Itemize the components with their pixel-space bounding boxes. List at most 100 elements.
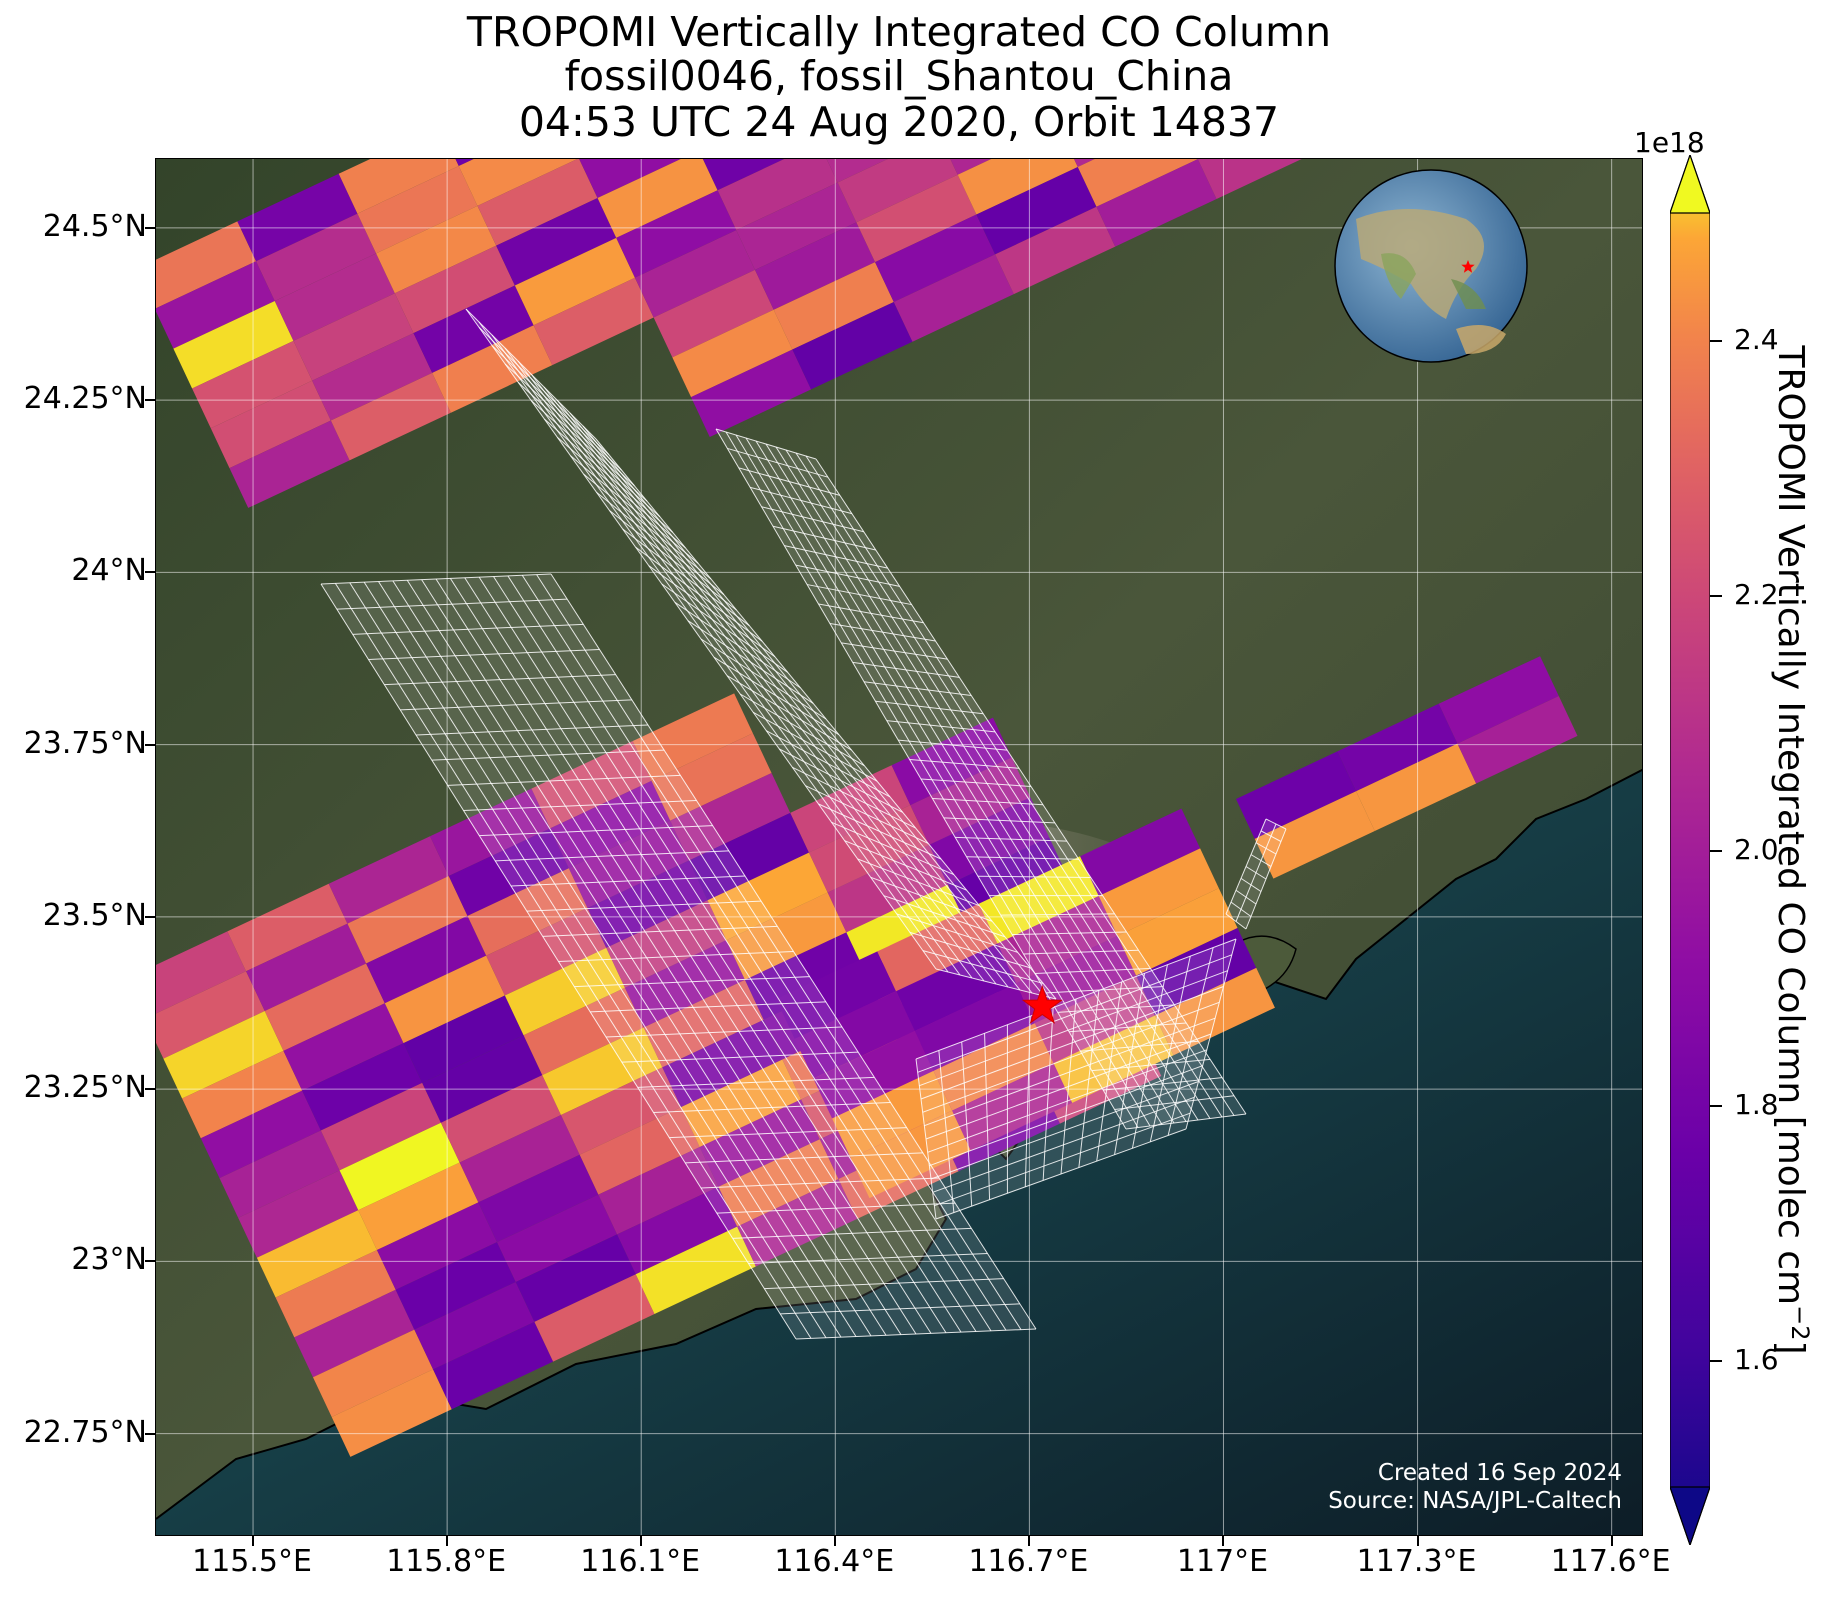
globe-site-marker [1461,260,1475,273]
co-pixel [542,1027,663,1115]
co-pixel [395,1242,516,1330]
lat-tick-mark [145,571,155,574]
co-pixel [533,277,654,366]
co-pixel [210,380,331,469]
co-pixel [670,773,791,861]
colorbar-tick-mark [1710,595,1722,598]
co-pixel [275,1249,396,1338]
colorbar-title: TROPOMI Vertically Integrated CO Column … [1770,200,1820,1500]
colorbar-exponent: 1e18 [1634,126,1705,159]
lon-tick-label: 117°E [1176,1544,1269,1579]
lat-tick-label: 23.5°N [42,897,147,933]
co-pixel [947,837,1068,925]
lon-tick-mark [1610,1536,1613,1546]
colorbar [1670,155,1710,1545]
co-pixel [156,931,247,1014]
co-pixel [523,987,644,1076]
sea-area [156,770,1642,1535]
lon-tick-mark [640,1536,643,1546]
co-pixel [1074,159,1095,167]
co-pixel [773,262,894,350]
co-pixel [808,805,930,893]
map-panel[interactable]: Created 16 Sep 2024 Source: NASA/JPL-Cal… [155,158,1643,1536]
co-pixel [957,159,1078,215]
lat-tick-label: 24.25°N [23,381,147,417]
co-pixel [579,1107,700,1195]
lon-tick-mark [446,1536,449,1546]
co-pixel [1080,808,1201,897]
co-pixel [256,213,377,302]
co-pixel [597,159,718,238]
co-pixel [579,159,681,199]
co-pixel [699,1099,820,1187]
co-pixel [1098,848,1219,936]
co-pixel [616,190,737,278]
lat-tick-mark [145,743,155,746]
co-pixel [403,995,524,1083]
co-pixel [200,1090,321,1179]
co-pixel [320,1082,441,1171]
co-pixel [672,309,793,398]
co-pixel [691,349,812,437]
colorbar-title-exponent: −2 [1786,1305,1814,1341]
co-pixel [910,757,1031,845]
lon-tick-label: 116.7°E [968,1544,1089,1579]
co-pixel [635,1226,756,1315]
co-pixel [156,261,275,349]
co-pixel [856,174,977,263]
lat-tick-mark [145,399,155,402]
co-pixel [568,820,689,909]
co-pixel [448,828,569,916]
lat-tick-mark [145,1260,155,1263]
co-pixel [794,991,915,1079]
co-pixel [634,230,755,318]
co-pixel [496,198,617,286]
co-pixel [813,1031,934,1119]
gridlines [156,159,1642,1535]
co-pixel [1117,888,1238,976]
co-pixel [792,301,913,390]
co-pixel [755,222,876,310]
co-pixel [1337,703,1458,792]
co-pixel [1438,656,1559,744]
co-pixel [339,1122,460,1211]
lat-tick-label: 23°N [71,1242,147,1278]
target-grid [320,573,1037,1340]
co-pixel [433,1321,554,1410]
lon-tick-mark [1416,1536,1419,1546]
co-pixel [617,1186,738,1275]
co-pixel [1254,791,1375,879]
title-line-1: TROPOMI Vertically Integrated CO Column [466,8,1332,56]
co-pixel [328,836,449,924]
co-pixel [338,159,459,214]
co-pixel [718,1139,839,1227]
target-grid [1225,818,1287,930]
co-pixel [313,1329,434,1418]
co-pixel [1077,159,1198,207]
co-pixel [1034,975,1155,1064]
co-pixel [376,1202,498,1290]
co-pixel [1236,751,1357,839]
lon-tick-label: 115.5°E [192,1544,312,1579]
co-pixel [478,1154,599,1243]
lat-tick-label: 23.25°N [23,1070,147,1106]
site-marker[interactable] [1021,984,1063,1024]
co-pixel [504,947,625,1036]
co-pixel [229,420,350,508]
co-pixel [653,269,774,358]
co-pixel [414,1282,535,1370]
lon-tick-mark [1222,1536,1225,1546]
co-pixel [976,166,1097,255]
co-pixel [486,908,607,996]
co-pixel [246,923,367,1012]
colorbar-tick-label: 2.4 [1734,323,1779,357]
colorbar-title-text: TROPOMI Vertically Integrated CO Column … [1770,345,1811,1306]
co-pixel [237,173,358,262]
co-pixel [227,883,348,972]
title-line-3: 04:53 UTC 24 Aug 2020, Orbit 14837 [518,98,1280,146]
co-pixel [875,214,996,302]
lat-tick-label: 24°N [71,553,147,589]
co-pixel [219,1130,340,1218]
co-pixel [312,333,433,421]
lat-tick-mark [145,1432,155,1435]
